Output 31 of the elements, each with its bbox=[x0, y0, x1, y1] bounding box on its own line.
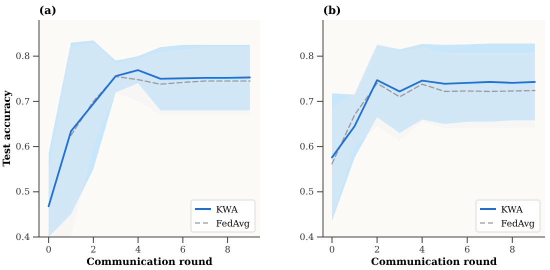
y-tick-label: 0.6 bbox=[16, 142, 30, 152]
y-tick-label: 0.7 bbox=[300, 97, 314, 108]
x-tick-label: 2 bbox=[90, 245, 96, 256]
x-tick-label: 4 bbox=[419, 245, 426, 256]
x-tick-label: 6 bbox=[180, 245, 186, 256]
y-tick-label: 0.5 bbox=[300, 188, 314, 198]
legend-label: FedAvg bbox=[501, 220, 536, 230]
line-series bbox=[70, 76, 251, 136]
x-tick-label: 0 bbox=[46, 245, 52, 256]
y-tick-label: 0.4 bbox=[16, 232, 30, 243]
y-tick-label: 0.7 bbox=[16, 97, 30, 108]
x-tick-label: 8 bbox=[509, 245, 516, 256]
x-tick-label: 0 bbox=[329, 245, 336, 256]
y-tick-label: 0.6 bbox=[300, 142, 314, 152]
chart-title: (a) bbox=[39, 4, 57, 17]
y-tick-label: 0.8 bbox=[300, 52, 314, 62]
legend-label: FedAvg bbox=[216, 220, 250, 230]
x-tick-label: 2 bbox=[374, 245, 380, 256]
x-tick-label: 4 bbox=[135, 245, 142, 256]
x-axis-title: Communication round bbox=[370, 257, 498, 268]
legend-label: KWA bbox=[501, 206, 524, 216]
x-tick-label: 8 bbox=[224, 245, 231, 256]
chart-title: (b) bbox=[323, 4, 342, 17]
y-tick-label: 0.8 bbox=[16, 52, 30, 62]
x-axis-title: Communication round bbox=[86, 257, 213, 268]
y-tick-label: 0.4 bbox=[300, 232, 314, 243]
x-tick-label: 6 bbox=[464, 245, 470, 256]
y-tick-label: 0.5 bbox=[16, 188, 30, 198]
y-axis-title: Test accuracy bbox=[2, 89, 13, 166]
line-series bbox=[48, 69, 251, 208]
legend-label: KWA bbox=[216, 206, 238, 216]
